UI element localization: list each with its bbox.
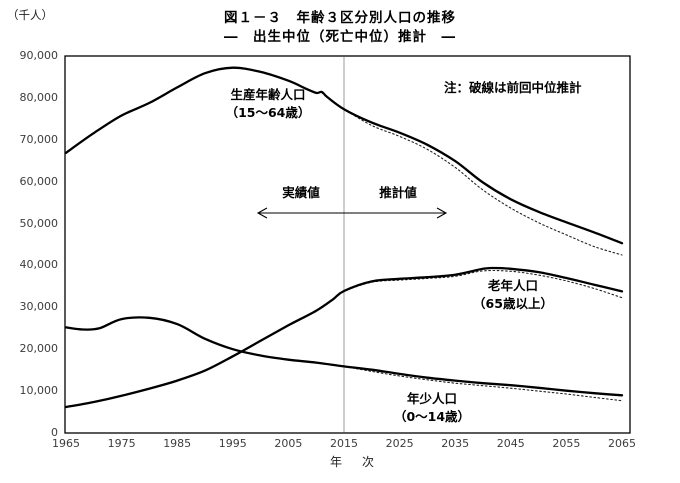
series-line-0 bbox=[64, 66, 624, 245]
x-tick-label: 1985 bbox=[163, 437, 192, 450]
elderly-series-label-line1: 老年人口 bbox=[487, 278, 538, 293]
series-line-previous-3 bbox=[343, 108, 623, 256]
working-age-series-label-line2: （15～64歳） bbox=[225, 105, 311, 120]
series-line-1 bbox=[64, 266, 624, 409]
arrow-left-head-icon bbox=[256, 207, 268, 219]
young-series-label-line2: （0～14歳） bbox=[393, 409, 471, 424]
dashed-line-note-label: 注：破線は前回中位推計 bbox=[444, 80, 582, 95]
figure-subtitle: ― 出生中位（死亡中位）推計 ― bbox=[224, 29, 456, 45]
elderly-series-label-line2: （65歳以上） bbox=[473, 296, 553, 311]
y-tick-label: 30,000 bbox=[19, 300, 59, 314]
x-tick-label: 2045 bbox=[496, 437, 525, 450]
y-tick-label: 40,000 bbox=[19, 258, 59, 272]
arrow-right-head-icon bbox=[436, 207, 448, 219]
x-axis-title: 年 次 bbox=[330, 455, 379, 469]
elderly-series-label: 老年人口 （65歳以上） bbox=[433, 277, 593, 313]
x-tick-label: 2025 bbox=[385, 437, 414, 450]
x-tick-label: 2005 bbox=[274, 437, 303, 450]
figure-title: 図１－３ 年齢３区分別人口の推移 bbox=[224, 10, 456, 26]
x-tick-label: 1965 bbox=[52, 437, 80, 450]
y-tick-label: 10,000 bbox=[19, 384, 59, 398]
working-age-series-label: 生産年齢人口 （15～64歳） bbox=[188, 86, 348, 122]
y-axis-unit-label: （千人） bbox=[7, 8, 53, 22]
y-tick-label: 50,000 bbox=[19, 216, 59, 230]
x-tick-label: 1975 bbox=[107, 437, 136, 450]
young-series-label-line1: 年少人口 bbox=[406, 391, 457, 406]
y-tick-label: 60,000 bbox=[19, 174, 59, 188]
y-tick-label: 90,000 bbox=[19, 49, 59, 62]
young-series-label: 年少人口 （0～14歳） bbox=[352, 390, 512, 426]
series-line-previous-5 bbox=[343, 365, 623, 402]
x-tick-label: 2035 bbox=[441, 437, 470, 450]
y-tick-label: 0 bbox=[51, 426, 58, 439]
x-tick-label: 2015 bbox=[330, 437, 358, 450]
y-tick-label: 70,000 bbox=[19, 132, 59, 146]
x-tick-label: 2055 bbox=[552, 437, 581, 450]
x-tick-label: 1995 bbox=[218, 437, 247, 450]
working-age-series-label-line1: 生産年齢人口 bbox=[230, 87, 306, 102]
plot-frame bbox=[64, 55, 631, 434]
y-tick-label: 80,000 bbox=[19, 90, 59, 104]
x-tick-label: 2065 bbox=[608, 437, 636, 450]
projected-values-label: 推計値 bbox=[379, 185, 417, 200]
series-line-2 bbox=[64, 316, 624, 397]
actual-values-label: 実績値 bbox=[282, 185, 320, 200]
y-tick-label: 20,000 bbox=[19, 342, 59, 356]
